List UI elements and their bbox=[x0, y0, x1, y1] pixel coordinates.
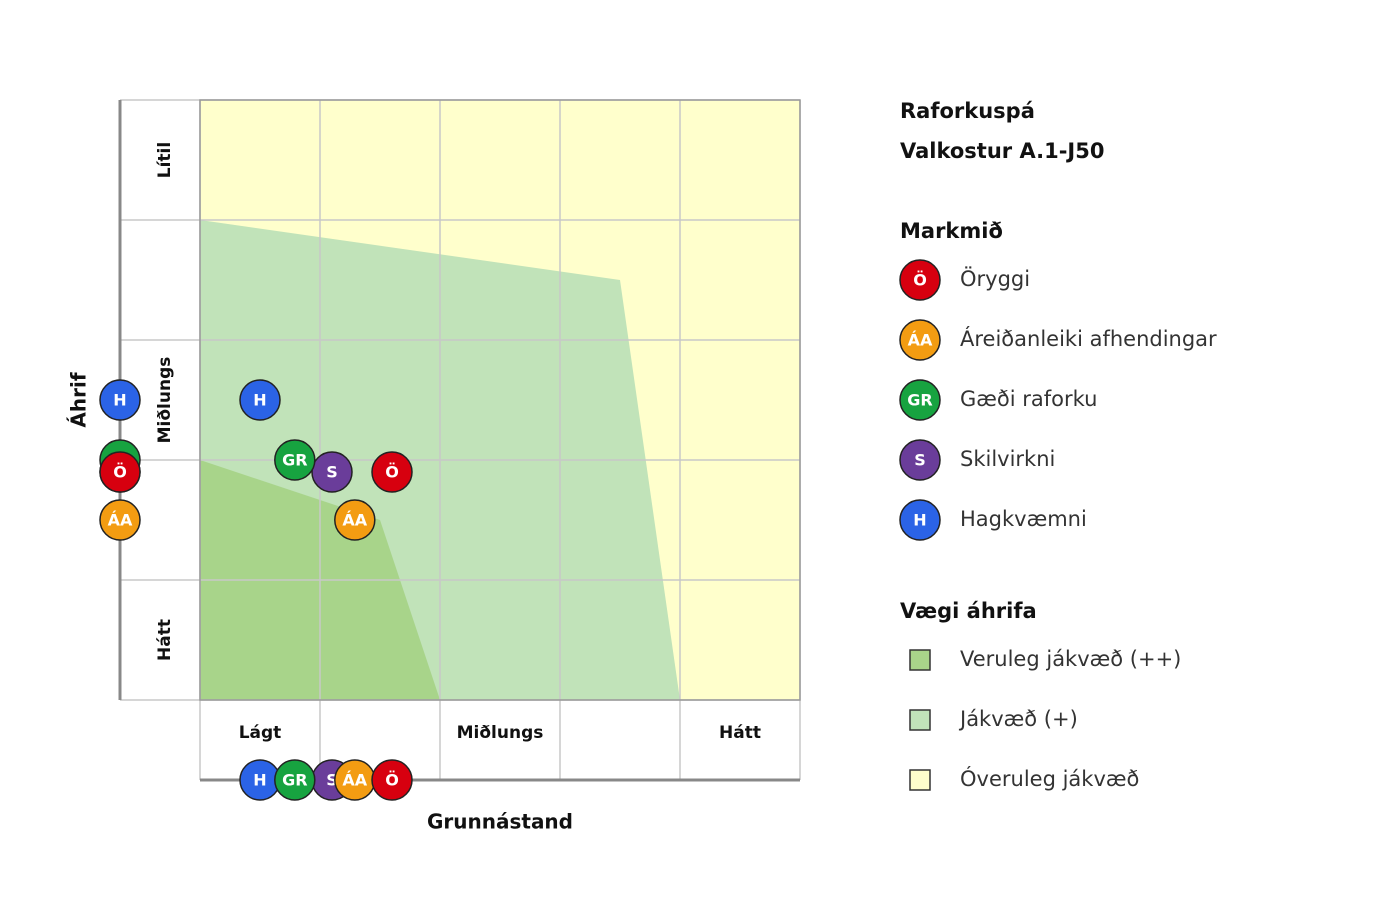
y-tick-label: Hátt bbox=[155, 619, 175, 661]
point-label: H bbox=[253, 391, 266, 410]
point-label: GR bbox=[282, 451, 307, 470]
y-axis-marker-label: ÁA bbox=[108, 511, 133, 530]
regions-title: Vægi áhrifa bbox=[900, 599, 1037, 623]
x-axis-title: Grunnástand bbox=[427, 810, 573, 834]
x-axis-marker-label: ÁA bbox=[342, 771, 367, 790]
legend-marker bbox=[899, 439, 941, 481]
legend-marker-label: S bbox=[914, 451, 926, 470]
legend-marker-label: GR bbox=[907, 391, 932, 410]
y-axis-marker-label: Ö bbox=[113, 463, 127, 482]
legend-marker bbox=[899, 499, 941, 541]
legend-marker bbox=[899, 379, 941, 421]
legend-marker-label: H bbox=[913, 511, 926, 530]
point-label: S bbox=[326, 463, 338, 482]
y-axis-marker bbox=[99, 499, 141, 541]
legend-title: Markmið bbox=[900, 219, 1003, 243]
x-tick-label: Miðlungs bbox=[457, 723, 544, 743]
legend-swatch bbox=[909, 769, 931, 791]
legend-label: Áreiðanleiki afhendingar bbox=[960, 326, 1217, 351]
x-axis-marker bbox=[371, 759, 413, 801]
x-axis-marker-label: Ö bbox=[385, 771, 399, 790]
legend-marker-label: ÁA bbox=[908, 331, 933, 350]
legend-label: Öryggi bbox=[960, 266, 1030, 291]
title: Raforkuspá bbox=[900, 99, 1035, 123]
x-tick-label: Lágt bbox=[239, 723, 282, 743]
legend-marker bbox=[899, 259, 941, 301]
y-tick-label: Lítil bbox=[155, 142, 175, 178]
point-label: Ö bbox=[385, 463, 399, 482]
point bbox=[239, 379, 281, 421]
point bbox=[371, 451, 413, 493]
y-axis-marker bbox=[99, 379, 141, 421]
plot-border bbox=[199, 99, 801, 701]
y-axis-marker-label: H bbox=[113, 391, 126, 410]
legend-label: Jákvæð (+) bbox=[958, 707, 1078, 731]
x-axis-marker-label: H bbox=[253, 771, 266, 790]
legend-label: Óveruleg jákvæð bbox=[960, 766, 1139, 791]
legend-label: Hagkvæmni bbox=[960, 507, 1087, 531]
y-tick-label: Miðlungs bbox=[155, 357, 175, 444]
x-tick-label: Hátt bbox=[719, 723, 761, 743]
x-axis-marker-label: S bbox=[326, 771, 338, 790]
x-axis-marker bbox=[274, 759, 316, 801]
legend-label: Veruleg jákvæð (++) bbox=[960, 647, 1181, 671]
legend-label: Skilvirkni bbox=[960, 447, 1055, 471]
legend-swatch bbox=[909, 649, 931, 671]
x-axis-marker-label: GR bbox=[282, 771, 307, 790]
point bbox=[274, 439, 316, 481]
legend-label: Gæði raforku bbox=[960, 387, 1097, 411]
legend-marker bbox=[899, 319, 941, 361]
legend-swatch bbox=[909, 709, 931, 731]
point bbox=[311, 451, 353, 493]
y-axis-title: Áhrif bbox=[67, 372, 91, 427]
point-label: ÁA bbox=[342, 511, 367, 530]
y-axis-marker bbox=[99, 451, 141, 493]
point bbox=[334, 499, 376, 541]
legend-marker-label: Ö bbox=[913, 271, 927, 290]
subtitle: Valkostur A.1-J50 bbox=[900, 139, 1104, 163]
